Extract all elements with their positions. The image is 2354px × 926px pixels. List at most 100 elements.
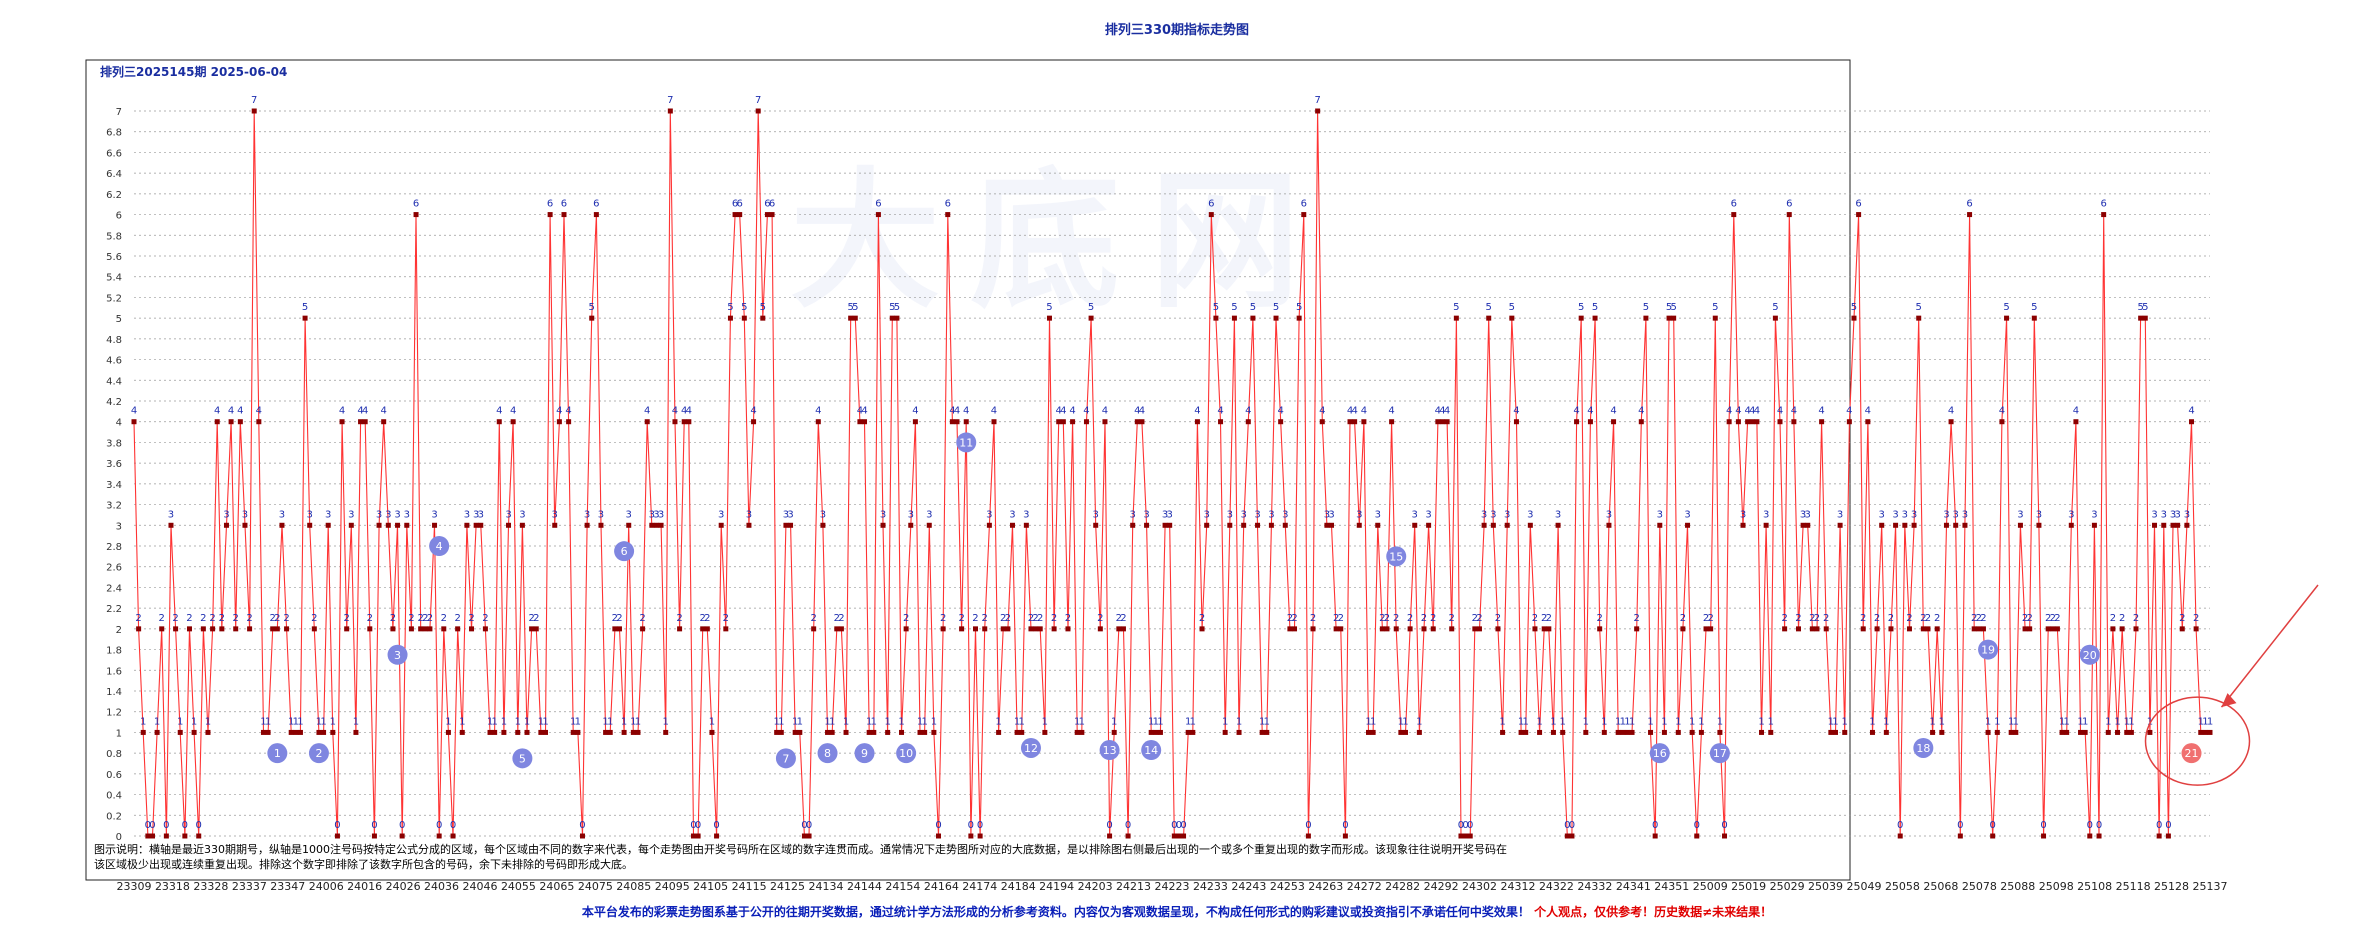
data-point [1509,315,1515,321]
data-point [1097,626,1103,632]
data-label: 3 [1962,509,1968,520]
data-point [760,315,766,321]
data-point [1768,729,1774,735]
data-point [1319,419,1325,425]
data-label: 4 [815,406,821,417]
data-point [136,626,142,632]
data-point [626,522,632,528]
data-label: 4 [1388,406,1394,417]
data-point [848,315,854,321]
data-point [1481,522,1487,528]
y-tick-label: 2 [116,625,122,636]
data-label: 4 [1999,406,2005,417]
data-point [1763,522,1769,528]
data-point [801,833,807,839]
data-label: 2 [1449,613,1455,624]
data-label: 1 [1416,716,1422,727]
data-label: 1 [1019,716,1025,727]
data-point [2008,729,2014,735]
data-label: 5 [741,302,747,313]
data-point [140,729,146,735]
chart-subtitle: 排列三2025145期 2025-06-04 [100,65,288,79]
data-point [663,729,669,735]
data-point [866,729,872,735]
y-tick-label: 6 [116,211,122,222]
data-point [723,626,729,632]
data-label: 1 [1398,716,1404,727]
data-label: 2 [1703,613,1709,624]
data-label: 7 [251,95,257,106]
data-label: 2 [1037,613,1043,624]
data-point [519,522,525,528]
data-point [1056,419,1062,425]
data-label: 2 [1980,613,1986,624]
y-tick-label: 6.6 [106,148,122,159]
data-label: 4 [954,406,960,417]
data-label: 2 [390,613,396,624]
data-label: 0 [371,820,377,831]
data-label: 1 [1402,716,1408,727]
data-label: 3 [1227,509,1233,520]
data-label: 4 [1056,406,1062,417]
data-point [1125,833,1131,839]
x-tick-label: 24174 [962,880,997,893]
data-label: 2 [1781,613,1787,624]
data-point [1629,729,1635,735]
data-label: 3 [1911,509,1917,520]
data-label: 5 [1231,302,1237,313]
data-label: 3 [394,509,400,520]
data-label: 2 [367,613,373,624]
data-point [1324,522,1330,528]
data-point [1009,522,1015,528]
data-point [1685,522,1691,528]
data-point [145,833,151,839]
data-label: 4 [1587,406,1593,417]
data-point [297,729,303,735]
data-point [556,419,562,425]
data-point [1051,626,1057,632]
x-tick-label: 24302 [1462,880,1497,893]
data-label: 3 [478,509,484,520]
data-point [1546,626,1552,632]
data-point [1846,419,1852,425]
data-label: 0 [399,820,405,831]
annotation [2144,584,2319,786]
data-label: 1 [2105,716,2111,727]
data-point [445,729,451,735]
y-tick-label: 3.2 [106,501,122,512]
data-label: 4 [1865,406,1871,417]
data-label: 0 [1721,820,1727,831]
data-point [237,419,243,425]
data-point [769,212,775,218]
data-point [149,833,155,839]
data-point [1994,729,2000,735]
data-label: 3 [1504,509,1510,520]
data-point [1550,729,1556,735]
data-label: 2 [834,613,840,624]
data-point [422,626,428,632]
data-point [1444,419,1450,425]
data-point [1652,833,1658,839]
data-label: 1 [824,716,830,727]
data-label: 4 [1735,406,1741,417]
data-label: 3 [598,509,604,520]
y-tick-label: 1.8 [106,646,122,657]
highlight-marker [387,644,408,665]
data-label: 4 [1754,406,1760,417]
data-point [339,419,345,425]
data-label: 3 [1268,509,1274,520]
data-point [649,522,655,528]
data-label: 6 [2100,199,2106,210]
data-label: 3 [1167,509,1173,520]
x-tick-label: 24085 [616,880,651,893]
data-label: 1 [330,716,336,727]
data-point [1315,108,1321,114]
x-tick-label: 25049 [1847,880,1882,893]
data-label: 3 [431,509,437,520]
data-point [2022,626,2028,632]
data-point [1541,626,1547,632]
data-point [598,522,604,528]
data-label: 1 [1661,716,1667,727]
data-point [1366,729,1372,735]
data-point [1976,626,1982,632]
